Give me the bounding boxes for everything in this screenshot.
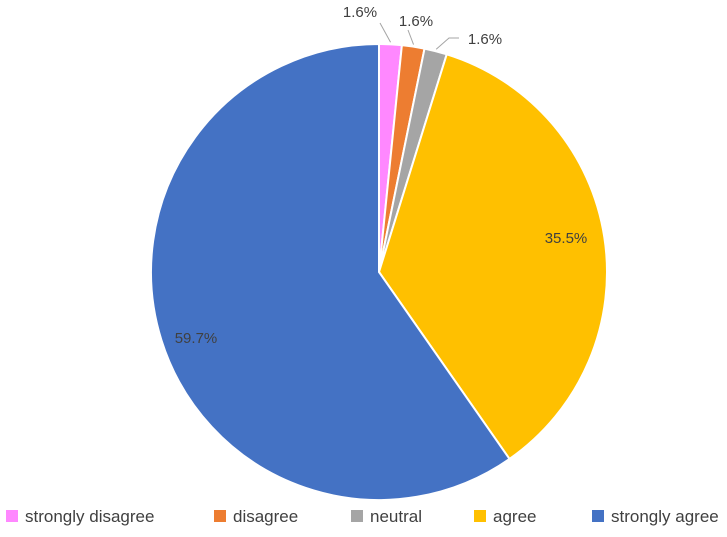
leader-lines [379, 22, 459, 50]
legend-item-neutral: neutral [351, 507, 422, 526]
legend: strongly disagree disagree neutral agree str… [6, 507, 719, 526]
data-label-strongly-disagree: 1.6% [343, 4, 377, 21]
legend-label-strongly-disagree: strongly disagree [25, 507, 154, 526]
leader-line-strongly-disagree [379, 22, 391, 43]
legend-item-strongly-agree: strongly agree [592, 507, 719, 526]
data-labels: 1.6% 1.6% 1.6% 35.5% 59.7% [175, 4, 588, 347]
data-label-strongly-agree: 59.7% [175, 330, 218, 347]
legend-swatch-disagree [214, 510, 226, 522]
legend-label-agree: agree [493, 507, 536, 526]
legend-item-strongly-disagree: strongly disagree [6, 507, 154, 526]
legend-swatch-strongly-disagree [6, 510, 18, 522]
legend-item-agree: agree [474, 507, 536, 526]
legend-swatch-neutral [351, 510, 363, 522]
legend-swatch-strongly-agree [592, 510, 604, 522]
slice-agree [377, 53, 608, 461]
legend-label-disagree: disagree [233, 507, 298, 526]
data-label-neutral: 1.6% [468, 31, 502, 48]
data-label-agree: 35.5% [545, 230, 588, 247]
legend-label-neutral: neutral [370, 507, 422, 526]
leader-line-neutral [435, 37, 459, 50]
pie-slices [150, 42, 608, 501]
legend-label-strongly-agree: strongly agree [611, 507, 719, 526]
data-label-disagree: 1.6% [399, 13, 433, 30]
legend-swatch-agree [474, 510, 486, 522]
leader-line-disagree [407, 29, 415, 45]
slice-strongly-agree [150, 42, 511, 501]
legend-item-disagree: disagree [214, 507, 298, 526]
